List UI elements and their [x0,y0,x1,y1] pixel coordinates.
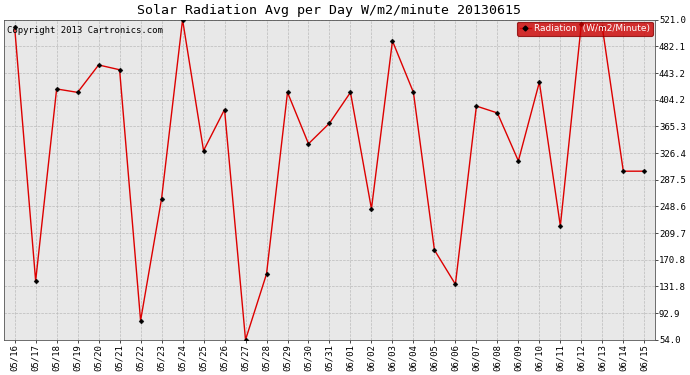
Text: Copyright 2013 Cartronics.com: Copyright 2013 Cartronics.com [7,26,163,35]
Title: Solar Radiation Avg per Day W/m2/minute 20130615: Solar Radiation Avg per Day W/m2/minute … [137,4,522,17]
Legend: Radiation  (W/m2/Minute): Radiation (W/m2/Minute) [517,21,653,36]
